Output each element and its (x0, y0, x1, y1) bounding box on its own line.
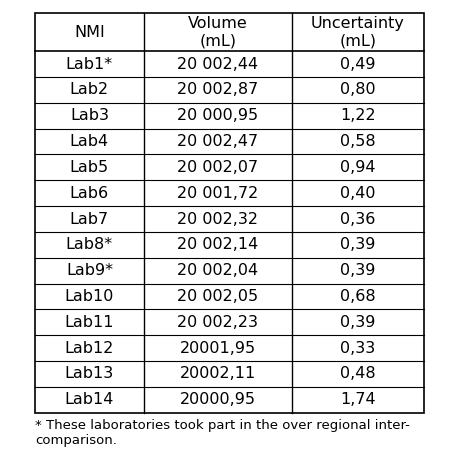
Text: 20 002,14: 20 002,14 (177, 237, 258, 252)
Text: 0,33: 0,33 (340, 341, 375, 356)
Text: 20 002,04: 20 002,04 (177, 263, 258, 278)
Text: 0,68: 0,68 (340, 289, 376, 304)
Text: 1,22: 1,22 (340, 108, 376, 123)
Text: Lab4: Lab4 (70, 134, 109, 149)
Text: Lab11: Lab11 (64, 315, 114, 330)
Text: 0,36: 0,36 (340, 212, 375, 226)
Text: Uncertainty
(mL): Uncertainty (mL) (311, 16, 405, 48)
Text: 0,94: 0,94 (340, 160, 375, 175)
Bar (35, 13, 424, 413)
Text: 0,40: 0,40 (340, 186, 375, 201)
Text: 20 002,07: 20 002,07 (177, 160, 258, 175)
Text: Lab13: Lab13 (65, 366, 114, 381)
Text: 0,49: 0,49 (340, 57, 375, 72)
Text: 20 001,72: 20 001,72 (177, 186, 258, 201)
Text: 20 002,44: 20 002,44 (177, 57, 258, 72)
Text: Lab14: Lab14 (65, 392, 114, 407)
Text: 0,39: 0,39 (340, 315, 375, 330)
Text: 1,74: 1,74 (340, 392, 376, 407)
Text: Lab1*: Lab1* (66, 57, 113, 72)
Text: 0,39: 0,39 (340, 237, 375, 252)
Text: 20 002,47: 20 002,47 (177, 134, 258, 149)
Text: 0,39: 0,39 (340, 263, 375, 278)
Text: 20000,95: 20000,95 (180, 392, 256, 407)
Text: 20002,11: 20002,11 (180, 366, 256, 381)
Text: Lab12: Lab12 (65, 341, 114, 356)
Text: Lab8*: Lab8* (66, 237, 113, 252)
Text: NMI: NMI (74, 25, 105, 40)
Text: Volume
(mL): Volume (mL) (188, 16, 248, 48)
Text: Lab3: Lab3 (70, 108, 109, 123)
Text: 20 002,87: 20 002,87 (177, 82, 258, 97)
Text: 20 002,32: 20 002,32 (177, 212, 258, 226)
Text: 20 000,95: 20 000,95 (177, 108, 258, 123)
Text: 0,58: 0,58 (340, 134, 376, 149)
Text: Lab7: Lab7 (70, 212, 109, 226)
Text: 20 002,05: 20 002,05 (177, 289, 258, 304)
Text: 0,80: 0,80 (340, 82, 376, 97)
Text: Lab9*: Lab9* (66, 263, 113, 278)
Text: Lab5: Lab5 (70, 160, 109, 175)
Text: Lab10: Lab10 (65, 289, 114, 304)
Text: 0,48: 0,48 (340, 366, 376, 381)
Text: Lab6: Lab6 (70, 186, 109, 201)
Text: 20001,95: 20001,95 (180, 341, 256, 356)
Text: Lab2: Lab2 (70, 82, 109, 97)
Text: * These laboratories took part in the over regional inter-
comparison.: * These laboratories took part in the ov… (35, 419, 410, 448)
Text: 20 002,23: 20 002,23 (177, 315, 258, 330)
